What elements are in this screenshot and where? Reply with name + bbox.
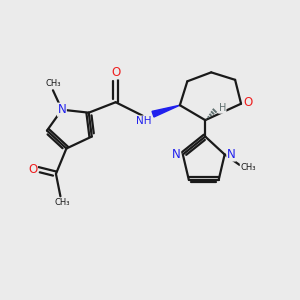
Text: NH: NH [136, 116, 152, 126]
Text: N: N [58, 103, 66, 116]
Text: CH₃: CH₃ [240, 164, 256, 172]
Text: N: N [172, 148, 181, 161]
Text: O: O [28, 163, 37, 176]
Text: CH₃: CH₃ [54, 198, 70, 207]
Text: O: O [243, 96, 252, 109]
Polygon shape [152, 105, 180, 117]
Text: O: O [111, 66, 120, 79]
Text: CH₃: CH₃ [46, 79, 61, 88]
Text: H: H [219, 103, 226, 113]
Text: N: N [227, 148, 236, 161]
